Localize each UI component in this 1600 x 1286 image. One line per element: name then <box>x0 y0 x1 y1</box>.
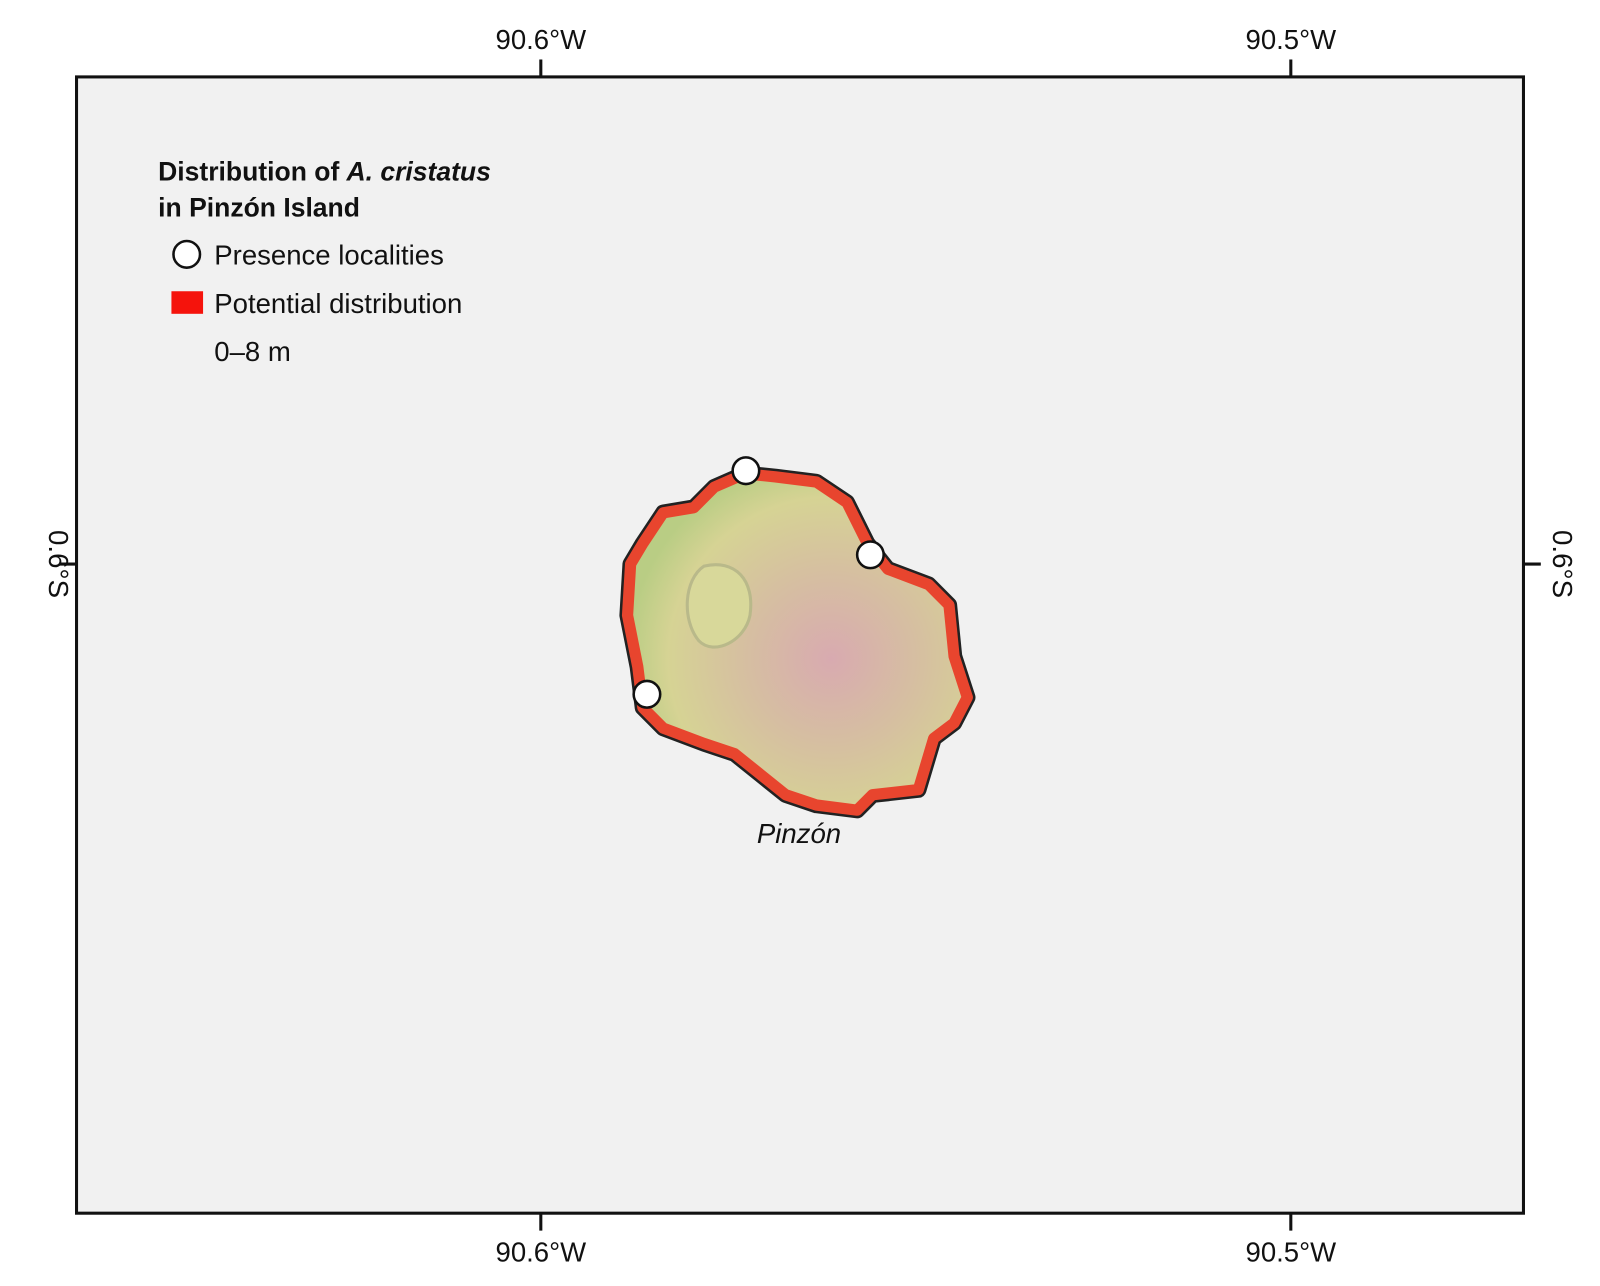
presence-points <box>632 456 885 709</box>
legend-title: Distribution of A. cristatus <box>158 156 491 186</box>
legend-point-symbol <box>172 239 202 269</box>
longitude-label: 90.5°W <box>1246 24 1337 55</box>
legend-title-line: in Pinzón Island <box>158 192 360 222</box>
crater <box>685 563 753 649</box>
legend-item: Presence localities <box>214 240 444 271</box>
species-name: A. cristatus <box>345 156 490 186</box>
island <box>619 465 976 819</box>
longitude-label: 90.6°W <box>496 24 587 55</box>
graticule-ticks <box>59 59 1541 1231</box>
longitude-label: 90.6°W <box>496 1236 587 1267</box>
legend-item: 0–8 m <box>214 336 291 367</box>
potential-distribution <box>621 468 973 816</box>
legend-title-part: Distribution of <box>158 156 339 186</box>
island-label: Pinzón <box>757 818 841 849</box>
legend: Distribution of A. cristatus in Pinzón Is… <box>158 156 491 367</box>
longitude-label: 90.5°W <box>1246 1236 1337 1267</box>
legend-area-symbol <box>171 291 204 314</box>
latitude-label: 0.6°S <box>43 530 74 598</box>
legend-item: Potential distribution <box>214 288 462 319</box>
latitude-label: 0.6°S <box>1547 530 1578 598</box>
